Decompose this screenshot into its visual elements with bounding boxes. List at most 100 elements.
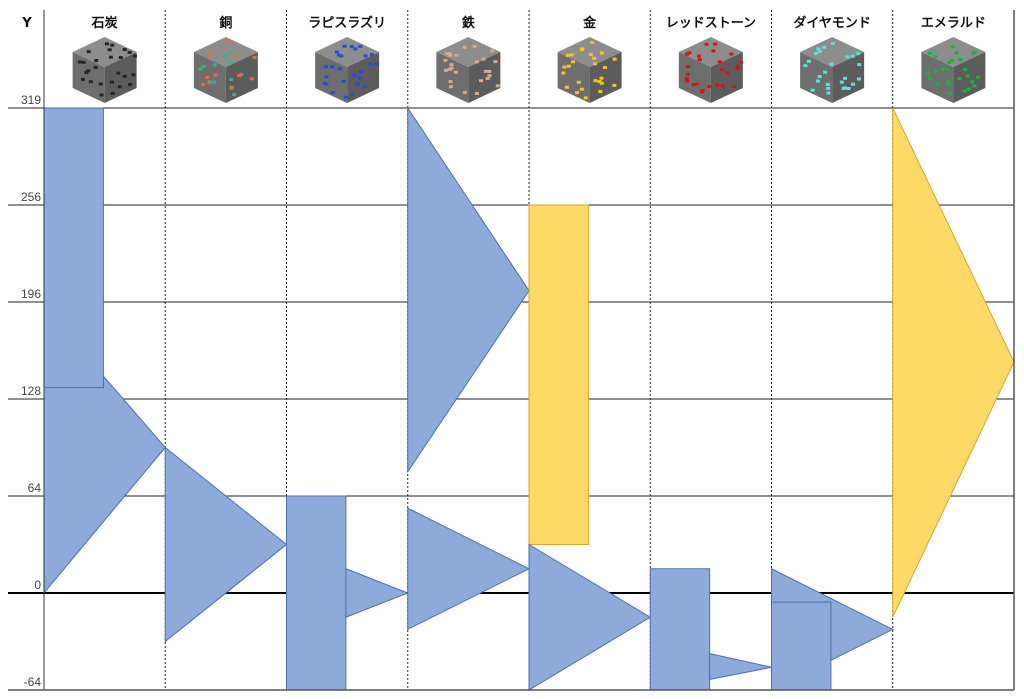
- ore-speck: [602, 66, 607, 70]
- ore-speck: [341, 79, 346, 83]
- ore-speck: [84, 71, 89, 74]
- block-left-face: [436, 52, 469, 103]
- ore-speck: [343, 95, 348, 99]
- ore-speck: [358, 76, 363, 80]
- ore-speck: [201, 64, 206, 68]
- ore-speck: [116, 71, 121, 75]
- ore-speck: [845, 55, 850, 59]
- ore-speck: [353, 47, 358, 51]
- ore-speck: [593, 79, 598, 83]
- ore-speck: [323, 65, 328, 69]
- ore-speck: [696, 54, 701, 58]
- ore-speck: [449, 66, 454, 70]
- ore-speck: [128, 83, 133, 86]
- ore-speck: [358, 44, 363, 48]
- ore-speck: [597, 80, 602, 84]
- ore-speck: [561, 71, 566, 75]
- ore-speck: [957, 77, 962, 80]
- ore-speck: [444, 52, 449, 56]
- ore-speck: [249, 77, 254, 81]
- ore-speck: [448, 80, 453, 83]
- ore-speck: [731, 85, 736, 89]
- ore-speck: [322, 81, 327, 85]
- ore-speck: [715, 83, 720, 87]
- ore-speck: [349, 45, 354, 49]
- ore-speck: [927, 76, 932, 80]
- ore-speck: [700, 89, 705, 92]
- y-tick-label: 64: [28, 481, 42, 495]
- ore-speck: [94, 59, 99, 62]
- ore-speck: [822, 45, 827, 49]
- ore-speck: [368, 62, 373, 66]
- ore-speck: [935, 82, 940, 86]
- y-axis-label: Y: [21, 16, 32, 31]
- ore-speck: [565, 53, 570, 57]
- column-headers: 石炭 銅 ラピスラズリ 鉄 金 レッドストーン ダイヤモンド エメラルド: [72, 15, 986, 103]
- ore-speck: [474, 60, 479, 64]
- ore-speck: [334, 50, 339, 54]
- ore-speck: [817, 49, 822, 53]
- ore-speck: [108, 55, 113, 59]
- ore-speck: [252, 55, 257, 59]
- ore-speck: [358, 70, 363, 74]
- ore-speck: [965, 74, 970, 78]
- column-header: レッドストーン: [666, 16, 756, 31]
- ore-speck: [350, 93, 355, 96]
- ore-speck: [686, 65, 691, 69]
- ore-speck: [691, 83, 696, 87]
- ore-speck: [237, 74, 242, 78]
- ore-speck: [104, 42, 109, 46]
- ore-speck: [443, 58, 448, 62]
- ore-speck: [472, 44, 477, 48]
- ore-speck: [599, 81, 604, 85]
- ore-speck: [209, 49, 214, 53]
- ore-speck: [205, 75, 210, 79]
- block-left-face: [800, 52, 833, 103]
- range-bar: [528, 204, 589, 545]
- ore-speck: [107, 48, 112, 52]
- ore-speck: [825, 82, 830, 86]
- ore-speck: [697, 58, 702, 62]
- ore-speck: [342, 44, 347, 48]
- column-header: 鉄: [462, 15, 475, 31]
- ore-block-icon: [193, 37, 258, 103]
- ore-speck: [599, 76, 604, 80]
- ore-speck: [962, 89, 967, 93]
- ore-speck: [699, 90, 704, 94]
- ore-speck: [717, 60, 722, 64]
- ore-speck: [88, 80, 93, 84]
- ore-speck: [198, 67, 203, 71]
- ore-speck: [213, 73, 218, 77]
- range-bar: [286, 495, 347, 691]
- ore-speck: [207, 80, 212, 84]
- ore-speck: [575, 91, 580, 95]
- ore-speck: [950, 58, 955, 62]
- ore-block-icon: [72, 37, 137, 103]
- ore-speck: [950, 45, 955, 49]
- ore-speck: [212, 80, 217, 84]
- distribution-triangle: [407, 507, 531, 631]
- ore-speck: [110, 92, 115, 95]
- block-left-face: [193, 52, 226, 103]
- ore-speck: [816, 47, 821, 51]
- block-right-face: [710, 52, 743, 103]
- ore-speck: [839, 80, 844, 84]
- range-bar: [649, 568, 711, 691]
- ore-speck: [687, 51, 692, 55]
- ore-speck: [963, 68, 968, 71]
- ore-speck: [857, 63, 862, 67]
- ore-speck: [823, 70, 828, 74]
- ore-speck: [925, 71, 930, 75]
- ore-speck: [117, 85, 122, 89]
- ore-speck: [810, 88, 815, 92]
- distribution-triangle: [164, 446, 288, 643]
- ore-speck: [973, 50, 978, 54]
- ore-speck: [443, 68, 448, 72]
- ore-speck: [224, 54, 229, 58]
- ore-speck: [481, 57, 486, 61]
- ore-speck: [976, 75, 981, 79]
- ore-speck: [98, 82, 103, 86]
- ore-speck: [77, 60, 82, 64]
- ore-speck: [933, 55, 938, 59]
- ore-speck: [684, 77, 689, 81]
